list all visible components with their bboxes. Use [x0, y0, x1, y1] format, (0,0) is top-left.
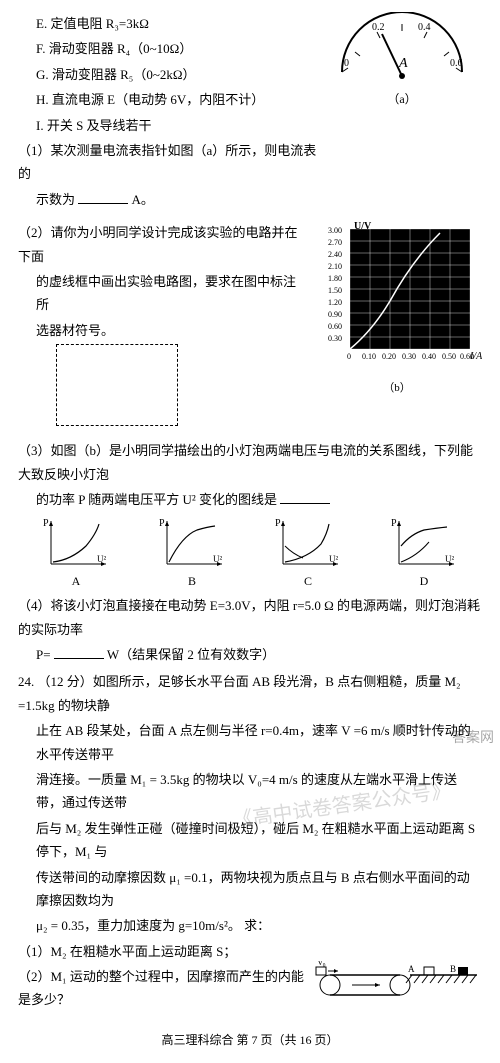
svg-text:0.40: 0.40 — [422, 352, 436, 361]
svg-text:2.70: 2.70 — [328, 238, 342, 247]
svg-text:3.00: 3.00 — [328, 226, 342, 235]
q24-head: 24. （12 分）如图所示，足够长水平台面 AB 段光滑，B 点右侧粗糙，质量… — [18, 670, 482, 717]
q24-1: 止在 AB 段某处，台面 A 点左侧与半径 r=0.4m，速率 V =6 m/s… — [18, 719, 482, 766]
q3-blank — [280, 489, 330, 504]
q3-line2: 的功率 P 随两端电压平方 U² 变化的图线是 — [18, 488, 482, 511]
page-footer: 高三理科综合 第 7 页（共 16 页） — [18, 1030, 482, 1052]
q24-block: 24. （12 分）如图所示，足够长水平台面 AB 段光滑，B 点右侧粗糙，质量… — [18, 670, 482, 1013]
q4-line2: P= W（结果保留 2 位有效数字） — [18, 643, 482, 666]
q1-blank — [78, 188, 128, 203]
svg-text:U²: U² — [97, 554, 106, 564]
q24-4: 传送带间的动摩擦因数 μ₁ =0.1，两物块视为质点且与 B 点右侧水平面间的动… — [18, 866, 482, 913]
q3-line1: （3）如图（b）是小明同学描绘出的小灯泡两端电压与电流的关系图线，下列能大致反映… — [18, 439, 482, 486]
svg-text:2.10: 2.10 — [328, 262, 342, 271]
svg-text:U/V: U/V — [354, 221, 372, 232]
ammeter-figure: 0 0.2 0.4 0.6 A （a） — [322, 12, 482, 102]
curve-A: P U² A — [36, 516, 116, 593]
curve-options: P U² A P U² B P U² C P U² — [18, 516, 482, 593]
q24-2: 滑连接。一质量 M₁ = 3.5kg 的物块以 V₀=4 m/s 的速度从左端水… — [18, 768, 482, 815]
svg-text:0: 0 — [347, 352, 351, 361]
svg-text:U²: U² — [445, 554, 454, 564]
svg-text:0.4: 0.4 — [418, 22, 431, 33]
svg-text:P: P — [275, 518, 281, 529]
item-I: I. 开关 S 及导线若干 — [36, 114, 482, 137]
q4-line1: （4）将该小灯泡直接接在电动势 E=3.0V，内阻 r=5.0 Ω 的电源两端，… — [18, 594, 482, 641]
svg-text:0.10: 0.10 — [362, 352, 376, 361]
svg-text:P: P — [159, 518, 165, 529]
circuit-box — [18, 344, 308, 433]
svg-text:B: B — [450, 964, 456, 974]
svg-text:0.50: 0.50 — [442, 352, 456, 361]
q1-pre: 示数为 — [36, 192, 75, 207]
ammeter-svg: 0 0.2 0.4 0.6 A — [322, 12, 482, 82]
q24-figure: v₀ A B — [312, 961, 482, 1012]
curve-D: P U² D — [384, 516, 464, 593]
q1-post: A。 — [132, 192, 154, 207]
curve-B: P U² B — [152, 516, 232, 593]
svg-text:0.6: 0.6 — [450, 58, 463, 69]
svg-text:0.30: 0.30 — [402, 352, 416, 361]
svg-text:U²: U² — [329, 554, 338, 564]
q2-line3: 选器材符号。 — [18, 319, 308, 342]
svg-text:2.40: 2.40 — [328, 250, 342, 259]
uv-ia-graph: U/V I/A 3.00 2.70 2.40 2.10 1.80 1.50 1.… — [312, 221, 482, 399]
svg-text:0.60: 0.60 — [460, 352, 474, 361]
svg-text:0.90: 0.90 — [328, 310, 342, 319]
svg-text:P: P — [391, 518, 397, 529]
svg-text:1.20: 1.20 — [328, 298, 342, 307]
svg-text:1.80: 1.80 — [328, 274, 342, 283]
svg-text:0.2: 0.2 — [372, 22, 385, 33]
q2-line1: （2）请你为小明同学设计完成该实验的电路并在下面 — [18, 221, 308, 268]
q4-blank — [54, 644, 104, 659]
q24-q1: （1）M₂ 在粗糙水平面上运动距离 S； — [18, 940, 482, 963]
q2-line2: 的虚线框中画出实验电路图，要求在图中标注所 — [18, 270, 308, 317]
q24-3: 后与 M₂ 发生弹性正碰（碰撞时间极短），碰后 M₂ 在粗糙水平面上运动距离 S… — [18, 817, 482, 864]
q1-line2: 示数为 A。 — [18, 188, 318, 211]
svg-text:A: A — [408, 964, 415, 974]
svg-text:1.50: 1.50 — [328, 286, 342, 295]
svg-text:U²: U² — [213, 554, 222, 564]
svg-text:0.30: 0.30 — [328, 334, 342, 343]
q1-line1: （1）某次测量电流表指针如图（a）所示，则电流表的 — [18, 139, 318, 186]
q2-block: （2）请你为小明同学设计完成该实验的电路并在下面 的虚线框中画出实验电路图，要求… — [18, 221, 482, 433]
svg-text:0.20: 0.20 — [382, 352, 396, 361]
q24-5: μ₂ = 0.35，重力加速度为 g=10m/s²。 求： — [18, 914, 482, 937]
graph-svg: U/V I/A 3.00 2.70 2.40 2.10 1.80 1.50 1.… — [312, 221, 482, 371]
svg-text:P: P — [43, 518, 49, 529]
graph-caption: （b） — [312, 379, 482, 399]
ammeter-caption: （a） — [322, 89, 482, 111]
curve-C: P U² C — [268, 516, 348, 593]
svg-text:A: A — [398, 56, 408, 71]
svg-text:0: 0 — [344, 58, 349, 69]
svg-text:v₀: v₀ — [318, 961, 326, 967]
svg-text:0.60: 0.60 — [328, 322, 342, 331]
equipment-block: E. 定值电阻 R₃=3kΩ F. 滑动变阻器 R₄（0~10Ω） G. 滑动变… — [18, 12, 482, 211]
